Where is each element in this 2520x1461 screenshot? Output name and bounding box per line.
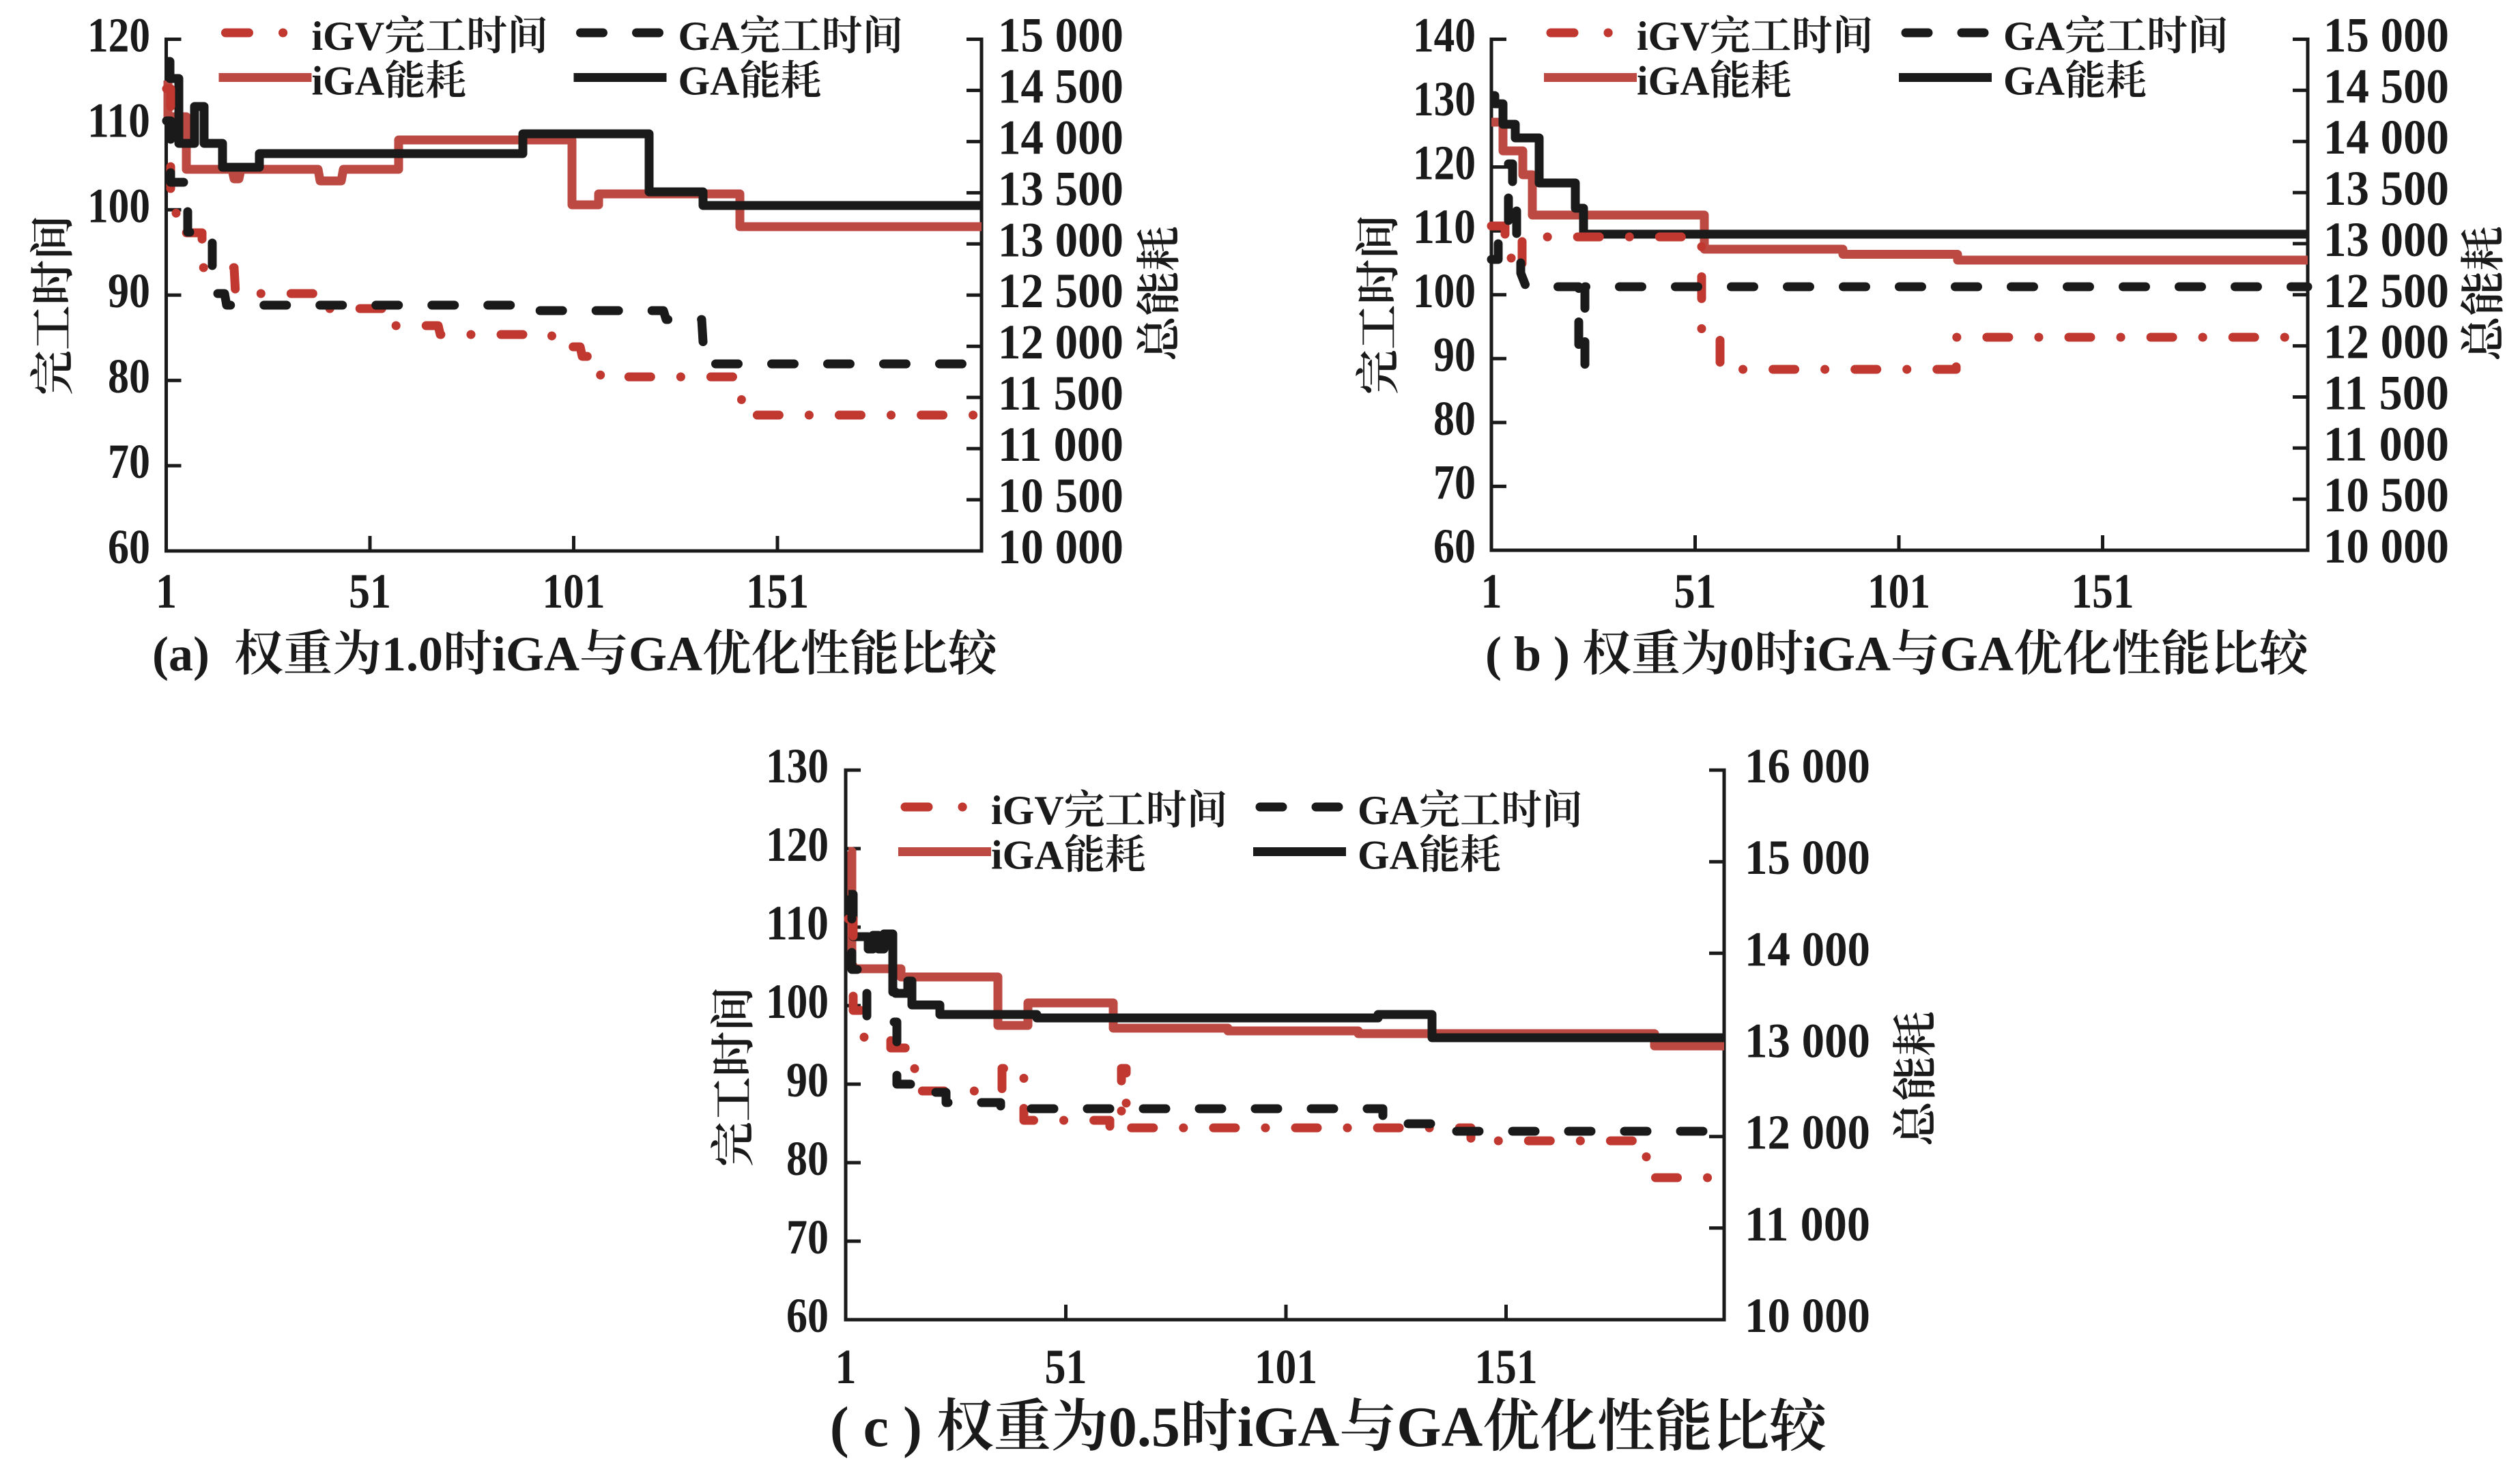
svg-text:140: 140 <box>1413 8 1476 63</box>
svg-text:11 500: 11 500 <box>998 366 1123 421</box>
svg-text:13 000: 13 000 <box>1745 1014 1870 1068</box>
svg-text:GA: GA <box>1397 1395 1483 1459</box>
svg-text:151: 151 <box>2072 564 2134 619</box>
svg-text:iGV: iGV <box>312 14 385 59</box>
svg-text:GA: GA <box>678 59 740 104</box>
svg-text:80: 80 <box>786 1131 829 1186</box>
svg-text:14 500: 14 500 <box>998 59 1123 113</box>
svg-text:100: 100 <box>87 178 150 233</box>
svg-text:13 000: 13 000 <box>998 212 1123 267</box>
svg-text:10 500: 10 500 <box>2323 468 2449 522</box>
svg-text:14 000: 14 000 <box>998 110 1123 165</box>
svg-text:iGA: iGA <box>312 59 385 104</box>
svg-text:10 000: 10 000 <box>998 520 1123 574</box>
svg-text:70: 70 <box>108 434 150 489</box>
svg-text:101: 101 <box>1867 564 1930 619</box>
svg-text:1: 1 <box>156 564 177 619</box>
svg-text:iGA: iGA <box>991 833 1064 878</box>
svg-text:iGA: iGA <box>1803 627 1891 681</box>
svg-text:GA: GA <box>629 627 702 681</box>
svg-text:100: 100 <box>1413 264 1476 318</box>
svg-text:51: 51 <box>1045 1339 1087 1394</box>
svg-text:1: 1 <box>835 1339 857 1394</box>
svg-text:90: 90 <box>1433 327 1476 382</box>
svg-text:10 500: 10 500 <box>998 468 1123 523</box>
svg-text:70: 70 <box>786 1210 829 1264</box>
svg-text:12 000: 12 000 <box>1745 1105 1870 1160</box>
svg-text:60: 60 <box>786 1288 829 1343</box>
svg-text:1: 1 <box>1481 564 1502 619</box>
svg-text:90: 90 <box>108 264 150 318</box>
svg-text:14 000: 14 000 <box>1745 922 1870 976</box>
svg-text:101: 101 <box>1255 1339 1317 1394</box>
svg-text:14 000: 14 000 <box>2323 110 2449 165</box>
svg-text:iGA: iGA <box>492 627 579 681</box>
svg-text:0: 0 <box>1730 627 1754 681</box>
svg-text:11 000: 11 000 <box>998 417 1123 472</box>
svg-text:10 000: 10 000 <box>2323 519 2449 573</box>
svg-text:12 000: 12 000 <box>2323 315 2449 369</box>
svg-text:( c ): ( c ) <box>830 1395 922 1459</box>
svg-text:130: 130 <box>1413 72 1476 126</box>
svg-text:11 500: 11 500 <box>2323 366 2449 421</box>
svg-text:10 000: 10 000 <box>1745 1288 1870 1343</box>
svg-text:151: 151 <box>746 564 809 619</box>
svg-text:100: 100 <box>766 974 829 1029</box>
svg-text:110: 110 <box>1413 199 1476 254</box>
svg-text:15 000: 15 000 <box>2323 8 2449 63</box>
svg-text:120: 120 <box>766 817 829 872</box>
svg-text:iGV: iGV <box>1637 14 1710 59</box>
svg-text:16 000: 16 000 <box>1745 739 1870 793</box>
svg-text:13 000: 13 000 <box>2323 212 2449 267</box>
svg-text:60: 60 <box>1433 519 1476 573</box>
svg-text:GA: GA <box>2003 59 2065 104</box>
svg-text:GA: GA <box>1940 627 2014 681</box>
svg-text:iGA: iGA <box>1637 59 1710 104</box>
svg-text:GA: GA <box>1358 833 1419 878</box>
svg-text:51: 51 <box>349 564 391 619</box>
svg-text:(a): (a) <box>152 627 210 681</box>
svg-text:51: 51 <box>1674 564 1717 619</box>
svg-text:13 500: 13 500 <box>2323 161 2449 216</box>
svg-text:15 000: 15 000 <box>1745 830 1870 885</box>
svg-text:12 500: 12 500 <box>998 264 1123 318</box>
svg-text:13 500: 13 500 <box>998 161 1123 216</box>
svg-text:80: 80 <box>1433 391 1476 446</box>
svg-text:151: 151 <box>1475 1339 1538 1394</box>
svg-text:70: 70 <box>1433 455 1476 509</box>
svg-text:GA: GA <box>2003 14 2065 59</box>
svg-text:1.0: 1.0 <box>382 627 443 681</box>
svg-text:15 000: 15 000 <box>998 8 1123 63</box>
svg-text:60: 60 <box>108 520 150 574</box>
svg-text:120: 120 <box>1413 136 1476 190</box>
svg-text:12 500: 12 500 <box>2323 264 2449 318</box>
svg-text:GA: GA <box>678 14 740 59</box>
svg-text:iGA: iGA <box>1237 1395 1340 1459</box>
svg-text:0.5: 0.5 <box>1108 1395 1180 1459</box>
svg-text:11 000: 11 000 <box>1745 1197 1870 1251</box>
svg-text:GA: GA <box>1358 788 1419 833</box>
svg-text:90: 90 <box>786 1053 829 1107</box>
svg-text:iGV: iGV <box>991 788 1064 833</box>
svg-text:11 000: 11 000 <box>2323 416 2449 471</box>
svg-text:14 500: 14 500 <box>2323 59 2449 113</box>
svg-text:80: 80 <box>108 349 150 403</box>
svg-text:110: 110 <box>87 93 150 147</box>
svg-text:101: 101 <box>543 564 605 619</box>
svg-text:110: 110 <box>766 896 829 950</box>
svg-text:( b ): ( b ) <box>1485 627 1570 681</box>
svg-text:12 000: 12 000 <box>998 315 1123 369</box>
svg-text:120: 120 <box>87 8 150 63</box>
svg-text:130: 130 <box>766 739 829 793</box>
